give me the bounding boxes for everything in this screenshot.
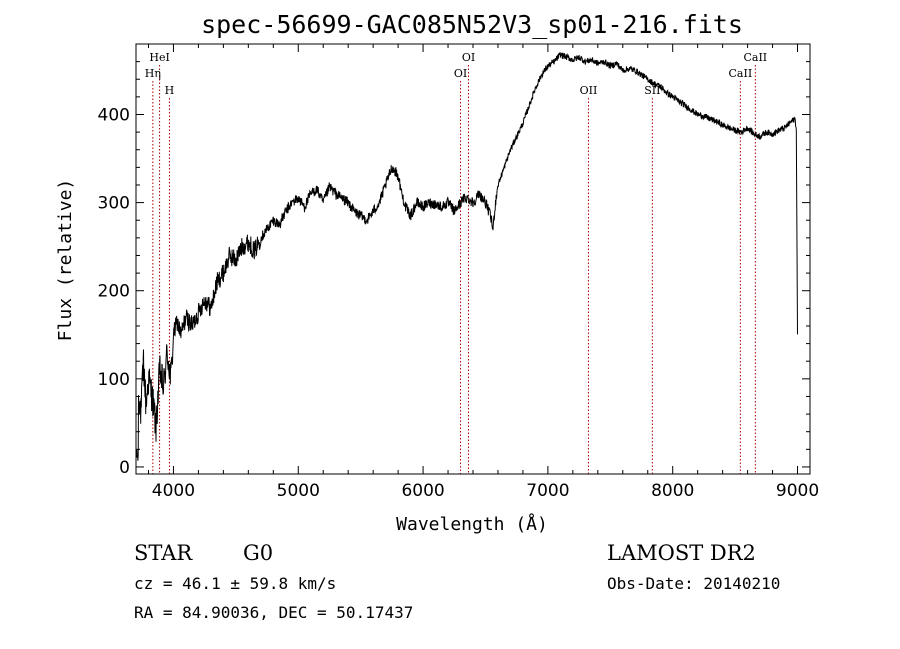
y-tick-label: 100 (98, 370, 130, 390)
y-tick-label: 400 (98, 105, 130, 125)
y-tick-label: 300 (98, 194, 130, 214)
x-tick-label: 5000 (277, 481, 320, 501)
line-marker-label: H (165, 84, 175, 97)
axis-ticks: 4000 5000 6000 7000 8000 9000 0 100 200 300 400 (98, 44, 819, 501)
object-subclass: G0 (243, 541, 273, 565)
observation-date: Obs-Date: 20140210 (607, 574, 780, 593)
line-marker-label: CaII (743, 51, 767, 64)
object-class: STAR (134, 541, 193, 565)
line-marker-label: CaII (729, 67, 753, 80)
y-tick-label: 0 (119, 458, 130, 478)
redshift-value: cz = 46.1 ± 59.8 km/s (134, 574, 336, 593)
x-tick-label: 4000 (152, 481, 195, 501)
y-tick-label: 200 (98, 282, 130, 302)
line-marker-label: OI (462, 51, 475, 64)
y-axis-label: Flux (relative) (55, 179, 76, 342)
x-axis-label: Wavelength (Å) (396, 513, 548, 535)
line-marker-label: SII (644, 84, 660, 97)
line-marker-label: OII (580, 84, 598, 97)
plot-frame (135, 43, 811, 475)
plot-area (135, 52, 798, 461)
spectrum-line (135, 52, 798, 461)
survey-name: LAMOST DR2 (607, 541, 756, 565)
x-tick-label: 8000 (651, 481, 694, 501)
x-tick-label: 6000 (401, 481, 444, 501)
line-marker-label: HeI (149, 51, 169, 64)
line-marker-label: Hη (145, 67, 161, 80)
x-tick-label: 9000 (776, 481, 819, 501)
chart-title: spec-56699-GAC085N52V3_sp01-216.fits (201, 10, 743, 39)
x-tick-label: 7000 (526, 481, 569, 501)
line-markers: HeI Hη H OI OI OII SII CaII CaII (145, 51, 767, 474)
line-marker-label: OI (454, 67, 467, 80)
sky-coordinates: RA = 84.90036, DEC = 50.17437 (134, 603, 413, 622)
